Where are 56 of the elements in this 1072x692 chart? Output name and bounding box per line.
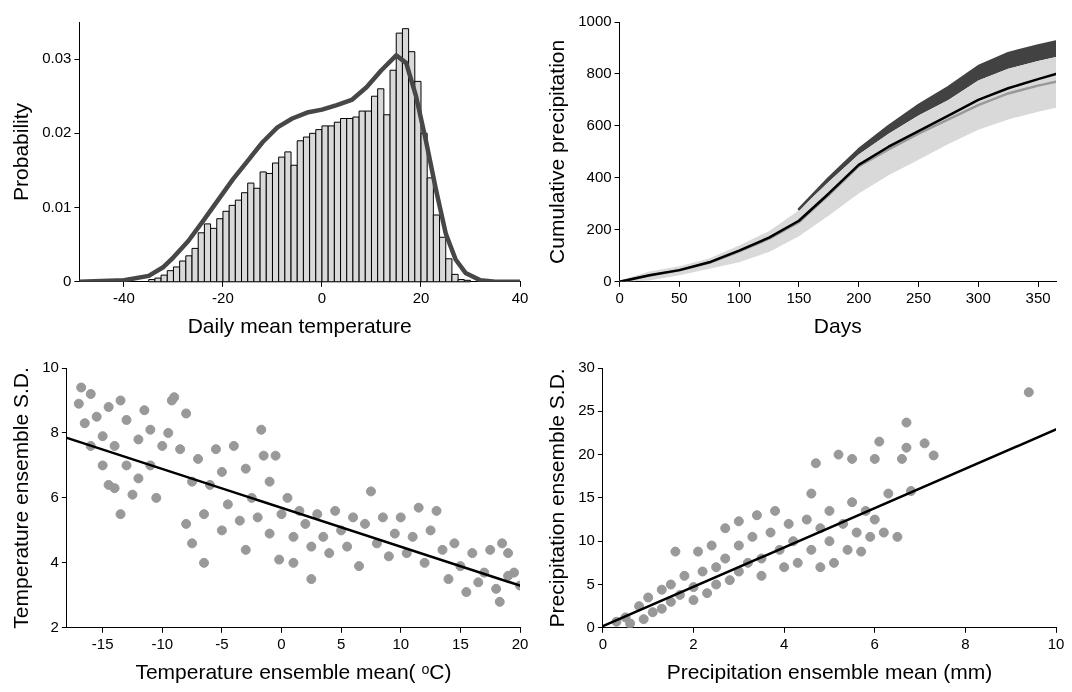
x-tick-label: 250 <box>905 288 932 306</box>
y-tick-label: 800 <box>586 64 612 82</box>
x-tick-label: 6 <box>870 634 879 652</box>
x-tick-label: 0 <box>615 288 624 306</box>
x-tick-label: -20 <box>212 288 234 306</box>
x-tick-label: 0 <box>277 634 286 652</box>
x-tick-label: -5 <box>215 634 229 652</box>
x-tick-label: 10 <box>392 634 410 652</box>
x-axis-title: Temperature ensemble mean( ᵒC) <box>135 660 452 684</box>
y-tick-label: 600 <box>586 116 612 134</box>
y-tick-label: 400 <box>586 168 612 186</box>
y-tick-label: 8 <box>50 423 59 441</box>
y-tick-label: 5 <box>586 574 595 592</box>
y-tick-label: 1000 <box>578 12 612 30</box>
y-tick-label: 0.02 <box>42 123 72 141</box>
x-axis-title: Precipitation ensemble mean (mm) <box>666 660 993 684</box>
y-tick-label: 10 <box>578 531 595 549</box>
y-axis-title: Cumulative precipitation <box>545 39 569 264</box>
x-tick-label: 10 <box>1047 634 1065 652</box>
y-tick-label: 10 <box>42 358 59 376</box>
y-tick-label: 2 <box>50 617 59 635</box>
y-axis-title: Temperature ensemble S.D. <box>9 367 33 629</box>
x-tick-label: -10 <box>151 634 174 652</box>
y-tick-label: 6 <box>50 488 59 506</box>
x-tick-label: 15 <box>452 634 469 652</box>
y-tick-label: 200 <box>586 219 612 237</box>
y-tick-label: 20 <box>578 444 595 462</box>
x-tick-label: 20 <box>412 288 430 306</box>
x-tick-label: 5 <box>336 634 346 652</box>
y-tick-label: 0 <box>586 617 595 635</box>
x-tick-label: 8 <box>961 634 970 652</box>
x-tick-label: 20 <box>511 634 529 652</box>
y-tick-label: 0.03 <box>42 49 72 67</box>
x-tick-label: 0 <box>317 288 327 306</box>
x-tick-label: 50 <box>671 288 688 306</box>
y-tick-label: 0 <box>603 271 612 289</box>
x-tick-label: 350 <box>1025 288 1051 306</box>
x-tick-label: 40 <box>511 288 529 306</box>
y-tick-label: 15 <box>578 488 595 506</box>
y-tick-label: 30 <box>578 358 595 376</box>
x-axis-title: Daily mean temperature <box>187 314 412 338</box>
x-tick-label: 150 <box>786 288 812 306</box>
x-tick-label: 4 <box>779 634 789 652</box>
x-tick-label: 300 <box>965 288 991 306</box>
y-axis-title: Probability <box>9 102 33 201</box>
x-tick-label: 200 <box>846 288 872 306</box>
y-tick-label: 0 <box>63 271 72 289</box>
y-axis-title: Precipitation ensemble S.D. <box>545 368 569 628</box>
y-tick-label: 4 <box>50 552 59 570</box>
x-tick-label: 2 <box>689 634 698 652</box>
x-tick-label: -15 <box>91 634 114 652</box>
x-tick-label: -40 <box>113 288 135 306</box>
x-axis-title: Days <box>813 314 862 338</box>
y-tick-label: 0.01 <box>42 197 72 215</box>
x-tick-label: 100 <box>726 288 752 306</box>
y-tick-label: 25 <box>578 401 595 419</box>
